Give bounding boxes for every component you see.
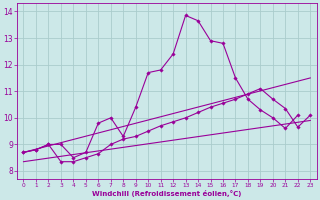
X-axis label: Windchill (Refroidissement éolien,°C): Windchill (Refroidissement éolien,°C) [92,190,242,197]
